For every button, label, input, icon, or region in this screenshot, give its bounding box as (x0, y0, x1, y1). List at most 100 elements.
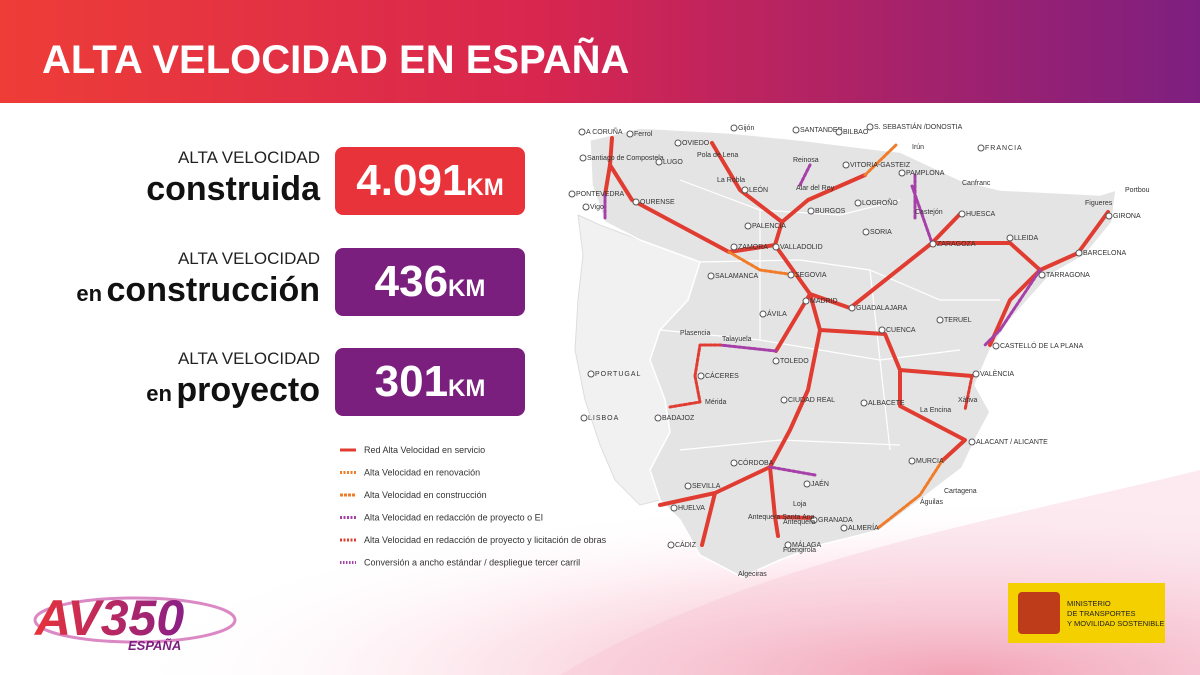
background-swoosh (0, 420, 1200, 675)
city-node (866, 123, 874, 131)
map-label: Loja (793, 501, 806, 508)
city-node (860, 399, 868, 407)
map-label: Ferrol (634, 131, 653, 138)
map-label: CUENCA (886, 327, 916, 334)
city-node (1038, 271, 1046, 279)
map-label: ALACANT / ALICANTE (976, 439, 1048, 446)
map-label: ZARAGOZA (937, 241, 976, 248)
city-node (730, 124, 738, 132)
ministry-line: DE TRANSPORTES (1067, 609, 1136, 618)
map-label: LEÓN (749, 185, 768, 194)
city-node (741, 186, 749, 194)
map-label: PAMPLONA (906, 170, 945, 177)
city-node (898, 169, 906, 177)
map-label: GRANADA (818, 517, 853, 524)
map-label: LISBOA (588, 415, 619, 422)
spain-area (589, 127, 1117, 578)
map-label: JAÉN (811, 479, 829, 488)
city-node (578, 128, 586, 136)
city-node (667, 541, 675, 549)
city-node (807, 207, 815, 215)
map-label: CÁDIZ (675, 540, 697, 549)
stat-label: ALTA VELOCIDAD (178, 148, 320, 167)
map-label: OVIEDO (682, 140, 710, 147)
map-label: ZAMORA (738, 244, 768, 251)
map-label: VALÈNCIA (980, 369, 1014, 378)
map-label: A CORUÑA (586, 127, 623, 136)
map-label: Gijón (738, 125, 754, 132)
map-label: SORIA (870, 229, 892, 236)
city-node (792, 126, 800, 134)
stat-box (335, 147, 525, 215)
map-label: ÁVILA (767, 309, 787, 318)
city-node (772, 243, 780, 251)
map-label: S. SEBASTIÁN /DONOSTIA (874, 122, 963, 131)
map-label: CÁCERES (705, 371, 739, 380)
map-label: Castejón (915, 209, 943, 216)
stat-label: ALTA VELOCIDAD (178, 249, 320, 268)
map-label: MADRID (810, 298, 838, 305)
city-node (992, 342, 1000, 350)
map-label: SALAMANCA (715, 273, 759, 280)
city-node (854, 199, 862, 207)
city-node (972, 370, 980, 378)
map-label: Reinosa (793, 157, 819, 164)
logo-swoosh (33, 596, 237, 644)
city-node (632, 198, 640, 206)
map-label: La Encina (920, 407, 951, 414)
city-node (730, 243, 738, 251)
map-label: VALLADOLID (780, 244, 823, 251)
city-node (968, 438, 976, 446)
map-label: Antequera Santa Ana (748, 514, 815, 521)
map-label: Irún (912, 144, 924, 151)
city-node (835, 128, 843, 136)
city-node (1075, 249, 1083, 257)
map-label: MURCIA (916, 458, 944, 465)
map-label: PONTEVEDRA (576, 191, 625, 198)
map-label: BADAJOZ (662, 415, 695, 422)
city-node (878, 326, 886, 334)
map-label: BURGOS (815, 208, 846, 215)
city-node (587, 370, 595, 378)
rail-lines (603, 136, 1110, 547)
map-label: La Robla (717, 177, 745, 184)
city-node (977, 144, 985, 152)
city-node (802, 297, 810, 305)
city-node (1105, 212, 1113, 220)
map: A CORUÑA Ferrol Santiago de Compostela PONT… (568, 122, 1150, 578)
city-node (626, 130, 634, 138)
map-label: LLEIDA (1014, 235, 1038, 242)
map-label: LOGROÑO (862, 198, 898, 207)
map-label: Algeciras (738, 571, 767, 578)
city-node (842, 161, 850, 169)
stat-row: ALTA VELOCIDAD en proyecto 301KM (146, 348, 525, 416)
map-label: HUELVA (678, 505, 705, 512)
logo-country: ESPAÑA (128, 638, 181, 653)
map-label: Alar del Rey (796, 185, 835, 192)
logo-name: AV350 (33, 590, 184, 646)
map-label: Águilas (920, 497, 943, 506)
map-label: Fuengirola (783, 547, 816, 554)
stat-value: 4.091KM (356, 156, 503, 205)
map-label: LUGO (663, 159, 683, 166)
legend-label: Alta Velocidad en redacción de proyecto … (364, 513, 543, 523)
map-label: Canfranc (962, 180, 991, 187)
stat-row: ALTA VELOCIDAD construida 4.091KM (146, 147, 525, 215)
city-node (780, 396, 788, 404)
city-node (582, 203, 590, 211)
city-node (759, 310, 767, 318)
map-label: PORTUGAL (595, 371, 641, 378)
map-label: SEGOVIA (795, 272, 827, 279)
city-node (803, 480, 811, 488)
city-node (862, 228, 870, 236)
map-label: BARCELONA (1083, 250, 1127, 257)
city-node (908, 457, 916, 465)
map-label: Antequera (783, 519, 815, 526)
map-labels: A CORUÑA Ferrol Santiago de Compostela PONT… (568, 122, 1150, 578)
map-label: Cartagena (944, 488, 977, 495)
map-label: TARRAGONA (1046, 272, 1090, 279)
map-label: PALENCIA (752, 223, 786, 230)
city-node (810, 516, 818, 524)
header-band (0, 0, 1200, 103)
map-label: FRANCIA (985, 145, 1023, 152)
